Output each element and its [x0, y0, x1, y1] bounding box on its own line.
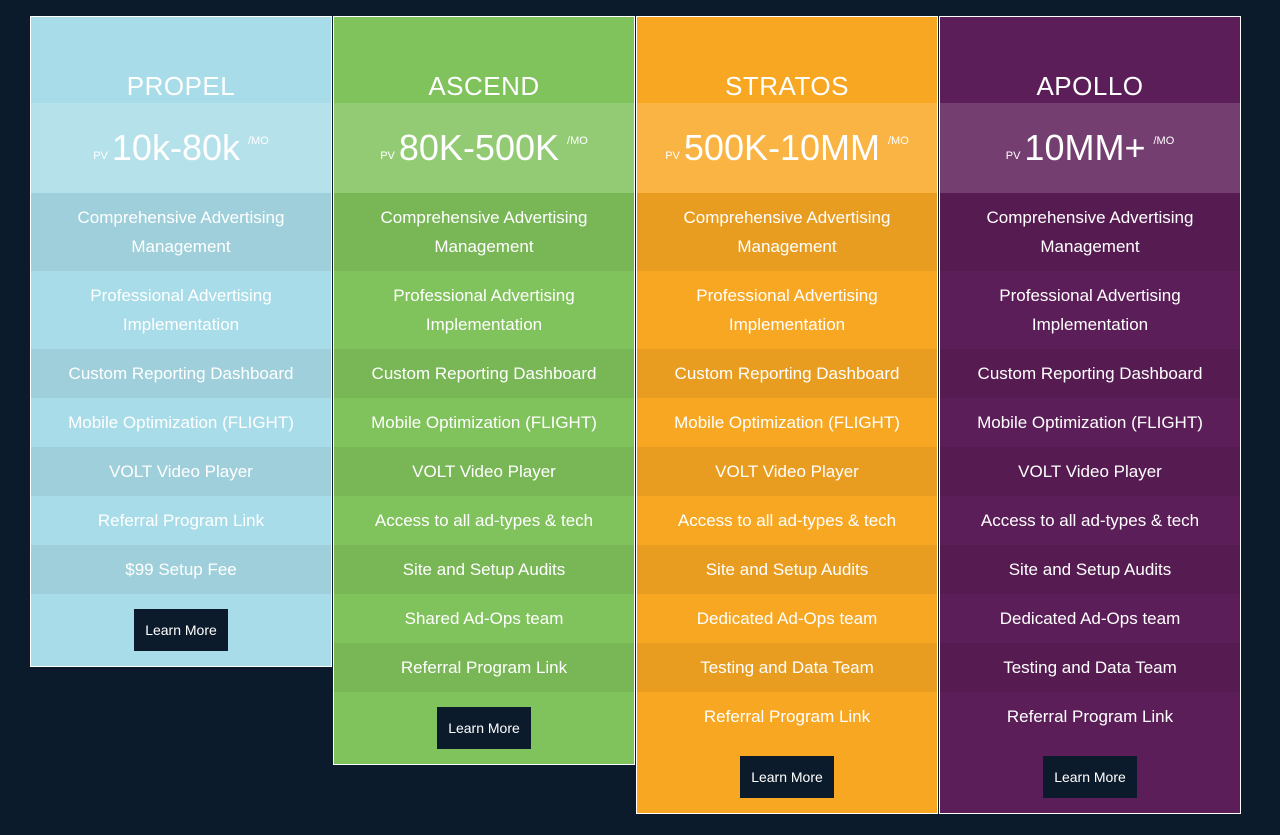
feature: Mobile Optimization (FLIGHT) — [674, 413, 900, 432]
feature: Custom Reporting Dashboard — [940, 349, 1240, 398]
plan-column: STRATOS PV 500K-10MM/MO Comprehensive Adver… — [636, 16, 938, 814]
price: 80K-500K — [398, 127, 560, 168]
feature: Mobile Optimization (FLIGHT) — [68, 413, 294, 432]
price-unit: /MO — [1153, 135, 1175, 147]
price-unit: /MO — [888, 135, 909, 147]
feature: VOLT Video Player — [940, 447, 1240, 496]
feature: Comprehensive Advertising Management — [637, 193, 937, 271]
plan-name: ASCEND — [428, 71, 540, 101]
feature: Professional Advertising Implementation — [999, 286, 1181, 334]
plan-name: PROPEL — [126, 71, 236, 101]
plan-column: ASCEND PV 80K-500K/MO Comprehensive Adverti… — [333, 16, 635, 765]
learn-more-button[interactable]: Learn More — [1043, 756, 1137, 798]
price-band: PV 10k-80k/MO — [31, 103, 331, 193]
plan-column: APOLLO PV 10MM+ /MO Comprehensive Advertisin… — [939, 16, 1241, 814]
feature: Site and Setup Audits — [334, 545, 634, 594]
learn-more-button[interactable]: Learn More — [740, 756, 834, 798]
feature: Mobile Optimization (FLIGHT) — [371, 413, 597, 432]
feature: Site and Setup Audits — [940, 545, 1240, 594]
price-unit: /MO — [247, 135, 269, 147]
plan-footer: Learn More — [637, 741, 937, 813]
price-prefix: PV — [665, 150, 680, 162]
price: 500K-10MM — [683, 127, 880, 168]
feature: Referral Program Link — [334, 643, 634, 692]
plan-name: APOLLO — [1036, 71, 1144, 101]
plan-footer: Learn More — [31, 594, 331, 666]
feature: Professional Advertising Implementation — [696, 286, 878, 334]
feature: VOLT Video Player — [334, 447, 634, 496]
price-prefix: PV — [93, 150, 108, 162]
price-prefix: PV — [380, 150, 395, 162]
feature: VOLT Video Player — [31, 447, 331, 496]
feature: $99 Setup Fee — [31, 545, 331, 594]
price-unit: /MO — [567, 135, 588, 147]
feature: Dedicated Ad-Ops team — [696, 609, 878, 628]
feature: Testing and Data Team — [940, 643, 1240, 692]
feature: Referral Program Link — [703, 707, 871, 726]
feature: Site and Setup Audits — [637, 545, 937, 594]
feature: Mobile Optimization (FLIGHT) — [977, 413, 1203, 432]
plan-footer: Learn More — [940, 741, 1240, 813]
feature: Professional Advertising Implementation — [393, 286, 575, 334]
feature: Shared Ad-Ops team — [404, 609, 564, 628]
feature: VOLT Video Player — [637, 447, 937, 496]
price-band: PV 80K-500K/MO — [334, 103, 634, 193]
feature: Testing and Data Team — [637, 643, 937, 692]
feature: Custom Reporting Dashboard — [637, 349, 937, 398]
feature: Comprehensive Advertising Management — [940, 193, 1240, 271]
price-band: PV 500K-10MM/MO — [637, 103, 937, 193]
feature: Dedicated Ad-Ops team — [999, 609, 1181, 628]
price-band: PV 10MM+ /MO — [940, 103, 1240, 193]
feature: Referral Program Link — [97, 511, 265, 530]
price-prefix: PV — [1005, 150, 1021, 162]
feature: Professional Advertising Implementation — [90, 286, 272, 334]
feature: Access to all ad-types & tech — [980, 511, 1200, 530]
learn-more-button[interactable]: Learn More — [134, 609, 228, 651]
feature: Comprehensive Advertising Management — [334, 193, 634, 271]
feature: Comprehensive Advertising Management — [31, 193, 331, 271]
feature: Access to all ad-types & tech — [374, 511, 594, 530]
price: 10k-80k — [111, 127, 240, 168]
feature: Referral Program Link — [1006, 707, 1174, 726]
feature: Access to all ad-types & tech — [677, 511, 897, 530]
learn-more-button[interactable]: Learn More — [437, 707, 531, 749]
price: 10MM+ — [1024, 127, 1146, 168]
plan-name: STRATOS — [725, 71, 849, 101]
plan-column: PROPEL PV 10k-80k/MO Comprehensive Advertis… — [30, 16, 332, 667]
pricing-table: PROPEL PV 10k-80k/MO Comprehensive Advertis… — [30, 16, 1242, 814]
feature: Custom Reporting Dashboard — [334, 349, 634, 398]
plan-footer: Learn More — [334, 692, 634, 764]
feature: Custom Reporting Dashboard — [31, 349, 331, 398]
